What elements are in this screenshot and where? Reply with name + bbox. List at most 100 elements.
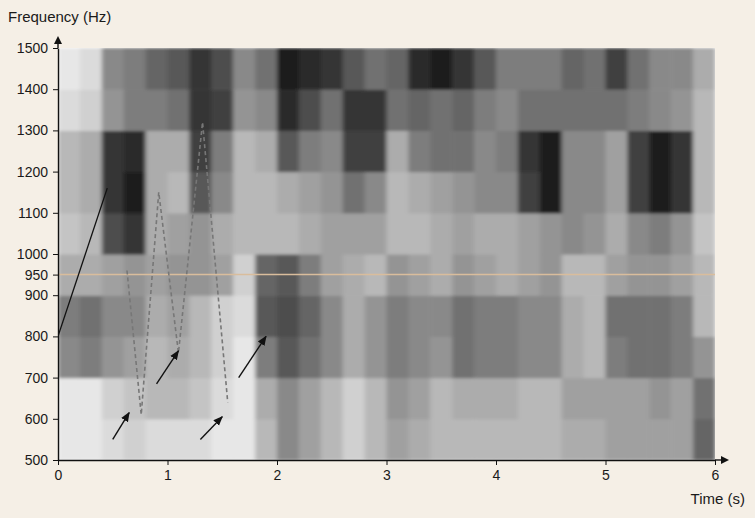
cell — [80, 172, 103, 214]
tick-mark — [53, 378, 58, 379]
cell — [496, 48, 519, 90]
cell — [299, 48, 322, 90]
tick: 700 — [25, 370, 58, 386]
cell — [146, 89, 169, 131]
cell — [168, 172, 191, 214]
cell — [584, 295, 607, 337]
tick: 0 — [55, 460, 63, 483]
cell — [102, 295, 125, 337]
cell — [277, 378, 300, 420]
cell — [124, 213, 147, 255]
cell — [168, 295, 191, 337]
cell — [693, 336, 715, 378]
cell — [408, 295, 431, 337]
cell — [452, 336, 475, 378]
tick-label: 5 — [602, 467, 610, 483]
cell — [255, 172, 278, 214]
cell — [365, 130, 388, 172]
cell — [58, 213, 81, 255]
cell — [606, 48, 629, 90]
cell — [211, 213, 234, 255]
cell — [518, 378, 541, 420]
cell — [102, 213, 125, 255]
cell — [430, 48, 453, 90]
tick: 800 — [25, 328, 58, 344]
cell — [540, 213, 563, 255]
cell — [124, 48, 147, 90]
spectrogram — [58, 48, 715, 460]
tick: 1500 — [17, 40, 58, 56]
cell — [562, 130, 585, 172]
cell — [496, 336, 519, 378]
cell — [189, 213, 212, 255]
cell — [343, 48, 366, 90]
cell — [102, 336, 125, 378]
tick: 1400 — [17, 81, 58, 97]
cell — [606, 419, 629, 460]
tick: 6 — [712, 460, 720, 483]
cell — [387, 48, 410, 90]
tick-label: 1100 — [18, 205, 48, 221]
cell — [518, 172, 541, 214]
cell — [124, 130, 147, 172]
tick: 1200 — [17, 164, 58, 180]
tick-mark — [53, 336, 58, 337]
tick: 950 — [25, 267, 58, 283]
cell — [474, 295, 497, 337]
cell — [146, 213, 169, 255]
cell — [606, 172, 629, 214]
tick-label: 900 — [25, 287, 49, 303]
cell — [146, 48, 169, 90]
cell — [277, 48, 300, 90]
tick-mark — [496, 460, 497, 465]
cell — [584, 419, 607, 460]
cell — [102, 130, 125, 172]
cell — [387, 336, 410, 378]
cell — [321, 130, 344, 172]
cell — [518, 336, 541, 378]
chart-container: 0123456500600700800900950100011001200130… — [0, 0, 755, 518]
tick-mark — [277, 460, 278, 465]
cell — [584, 172, 607, 214]
cell — [233, 172, 256, 214]
axis-arrowhead — [721, 456, 729, 464]
cell — [80, 130, 103, 172]
cell — [430, 213, 453, 255]
cell — [518, 130, 541, 172]
tick-label: 1 — [164, 467, 172, 483]
cell — [627, 89, 650, 131]
cell — [189, 48, 212, 90]
cell — [124, 89, 147, 131]
cell — [189, 336, 212, 378]
cell — [649, 213, 672, 255]
cell — [671, 419, 694, 460]
cell — [365, 172, 388, 214]
cell — [606, 336, 629, 378]
cell — [299, 419, 322, 460]
tick-mark — [387, 460, 388, 465]
cell — [58, 48, 81, 90]
cell — [321, 419, 344, 460]
tick-mark — [168, 460, 169, 465]
cell — [299, 295, 322, 337]
cell — [365, 48, 388, 90]
tick-mark — [53, 460, 58, 461]
cell — [562, 89, 585, 131]
cell — [693, 295, 715, 337]
cell — [474, 419, 497, 460]
cell — [452, 419, 475, 460]
cell — [277, 213, 300, 255]
cell — [233, 48, 256, 90]
cell — [649, 295, 672, 337]
cell — [408, 48, 431, 90]
cell — [474, 213, 497, 255]
cell — [365, 295, 388, 337]
cell — [168, 419, 191, 460]
tick-mark — [53, 254, 58, 255]
tick-mark — [606, 460, 607, 465]
y-axis-title: Frequency (Hz) — [8, 8, 111, 25]
cell — [693, 213, 715, 255]
cell — [387, 172, 410, 214]
cell — [693, 89, 715, 131]
cell — [474, 172, 497, 214]
